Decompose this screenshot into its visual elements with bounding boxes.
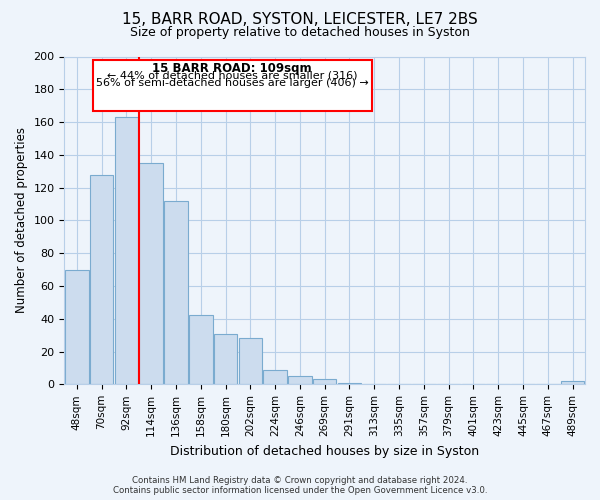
- Bar: [164, 200, 188, 384]
- Bar: [313, 380, 337, 384]
- Bar: [115, 117, 138, 384]
- Bar: [561, 381, 584, 384]
- Y-axis label: Number of detached properties: Number of detached properties: [15, 128, 28, 314]
- Bar: [214, 334, 238, 384]
- Bar: [189, 316, 212, 384]
- Bar: [288, 376, 311, 384]
- Bar: [139, 163, 163, 384]
- Bar: [90, 174, 113, 384]
- Text: Contains HM Land Registry data © Crown copyright and database right 2024.
Contai: Contains HM Land Registry data © Crown c…: [113, 476, 487, 495]
- Text: Size of property relative to detached houses in Syston: Size of property relative to detached ho…: [130, 26, 470, 39]
- FancyBboxPatch shape: [93, 60, 371, 110]
- Bar: [65, 270, 89, 384]
- Text: 56% of semi-detached houses are larger (406) →: 56% of semi-detached houses are larger (…: [95, 78, 368, 88]
- Bar: [239, 338, 262, 384]
- Text: ← 44% of detached houses are smaller (316): ← 44% of detached houses are smaller (31…: [107, 70, 357, 81]
- X-axis label: Distribution of detached houses by size in Syston: Distribution of detached houses by size …: [170, 444, 479, 458]
- Text: 15, BARR ROAD, SYSTON, LEICESTER, LE7 2BS: 15, BARR ROAD, SYSTON, LEICESTER, LE7 2B…: [122, 12, 478, 28]
- Text: 15 BARR ROAD: 109sqm: 15 BARR ROAD: 109sqm: [152, 62, 312, 76]
- Bar: [338, 382, 361, 384]
- Bar: [263, 370, 287, 384]
